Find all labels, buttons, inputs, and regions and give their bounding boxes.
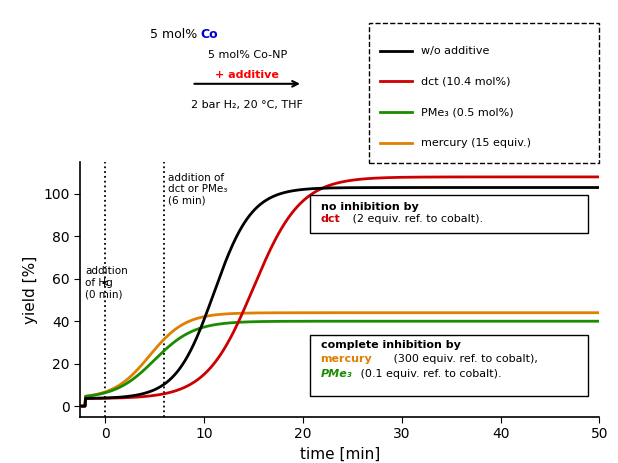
Text: (2 equiv. ref. to cobalt).: (2 equiv. ref. to cobalt). [349, 214, 483, 224]
Text: + additive: + additive [215, 69, 279, 80]
Text: complete inhibition by: complete inhibition by [321, 340, 460, 350]
FancyBboxPatch shape [310, 335, 588, 396]
FancyBboxPatch shape [368, 23, 599, 163]
Text: 5 mol%: 5 mol% [150, 28, 201, 41]
Text: dct: dct [321, 214, 341, 224]
Text: w/o additive: w/o additive [421, 46, 489, 56]
Text: (300 equiv. ref. to cobalt),: (300 equiv. ref. to cobalt), [390, 354, 538, 364]
Text: mercury: mercury [321, 354, 373, 364]
Text: 5 mol% Co-NP: 5 mol% Co-NP [208, 50, 287, 61]
Text: Co: Co [201, 28, 219, 41]
Y-axis label: yield [%]: yield [%] [23, 255, 38, 324]
Text: PMe₃: PMe₃ [321, 369, 352, 379]
FancyBboxPatch shape [310, 195, 588, 233]
Text: PMe₃ (0.5 mol%): PMe₃ (0.5 mol%) [421, 107, 514, 117]
Text: (0.1 equiv. ref. to cobalt).: (0.1 equiv. ref. to cobalt). [357, 369, 502, 379]
Text: 2 bar H₂, 20 °C, THF: 2 bar H₂, 20 °C, THF [191, 100, 303, 111]
Text: addition of
dct or PMe₃
(6 min): addition of dct or PMe₃ (6 min) [168, 173, 227, 206]
Text: addition
of Hg
(0 min): addition of Hg (0 min) [85, 266, 128, 300]
Text: no inhibition by: no inhibition by [321, 202, 418, 213]
Text: mercury (15 equiv.): mercury (15 equiv.) [421, 138, 531, 148]
Text: dct (10.4 mol%): dct (10.4 mol%) [421, 76, 510, 87]
X-axis label: time [min]: time [min] [300, 447, 380, 462]
